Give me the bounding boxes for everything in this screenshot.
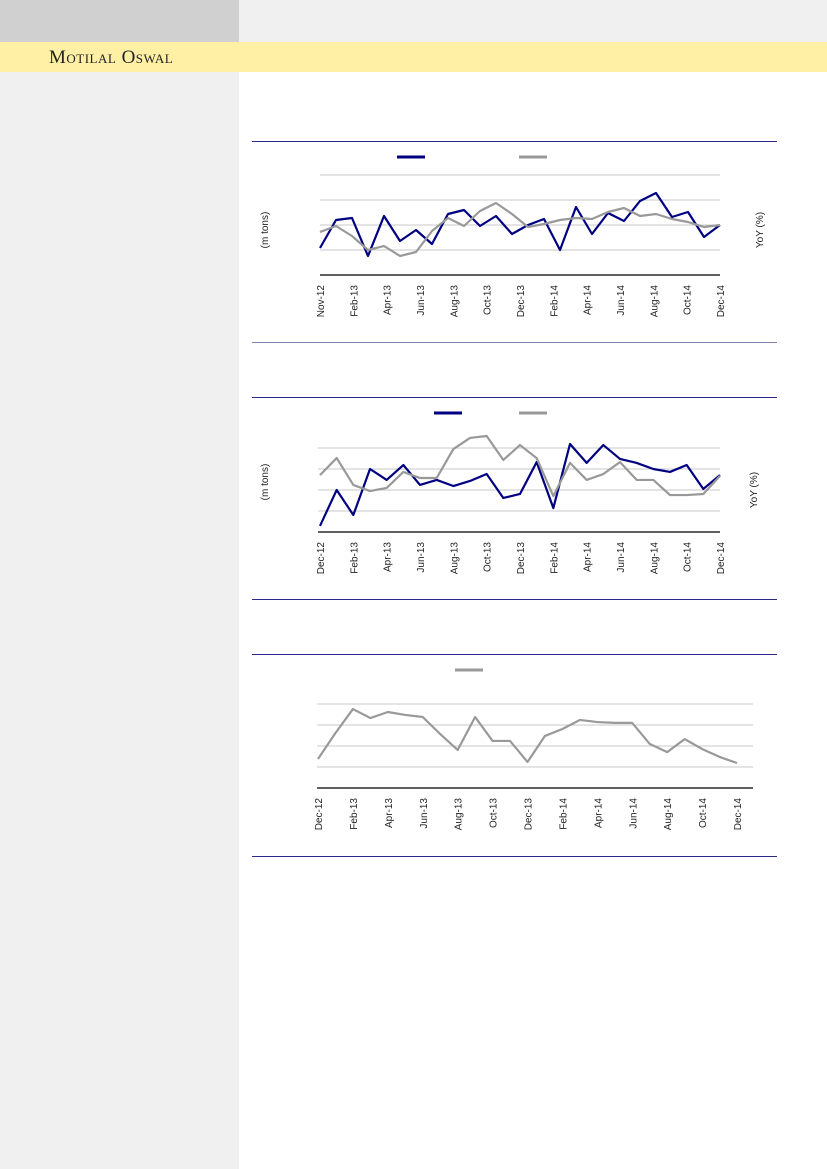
x-tick-label: Dec-14: [716, 285, 727, 318]
x-tick-label: Oct-14: [683, 542, 694, 572]
x-tick-label: Apr-14: [593, 798, 604, 828]
x-tick-label: Feb-13: [349, 285, 360, 317]
top-band-right: [239, 0, 827, 42]
x-tick-label: Feb-14: [549, 542, 560, 574]
x-tick-label: Jun-13: [416, 285, 427, 316]
x-tick-label: Aug-14: [649, 542, 660, 575]
x-tick-label: Jun-14: [616, 542, 627, 573]
x-tick-label: Oct-13: [483, 285, 494, 315]
x-tick-label: Feb-14: [549, 285, 560, 317]
left-axis-label: (m tons): [260, 212, 271, 249]
x-tick-label: Dec-13: [516, 285, 527, 318]
series-line-2: [319, 434, 721, 498]
series-line-2: [319, 201, 721, 258]
x-tick-label: Nov-12: [316, 285, 327, 318]
divider: [252, 599, 777, 600]
chart-1: Nov-12 Feb-13 Apr-13 Jun-13 Aug-13 Oct-13 Dec-…: [260, 155, 766, 318]
x-tick-label: Feb-13: [349, 798, 360, 830]
top-band-left: [0, 0, 239, 42]
x-tick-label: Dec-12: [314, 798, 325, 831]
x-tick-label: Dec-13: [524, 798, 535, 831]
brand-bar: [0, 42, 827, 72]
x-tick-label: Jun-13: [419, 798, 430, 829]
x-tick-label: Aug-14: [663, 798, 674, 831]
x-tick-label: Aug-13: [454, 798, 465, 831]
divider: [252, 397, 777, 398]
x-tick-label: Dec-13: [516, 542, 527, 575]
x-tick-label: Feb-13: [349, 542, 360, 574]
x-tick-label: Apr-14: [583, 542, 594, 572]
x-tick-label: Apr-13: [383, 542, 394, 572]
series-line-1: [319, 442, 721, 527]
x-tick-label: Jun-14: [616, 285, 627, 316]
chart-3: Dec-12 Feb-13 Apr-13 Jun-13 Aug-13 Oct-13 Dec-…: [314, 668, 753, 831]
series-line-1: [319, 191, 721, 258]
x-tick-label: Oct-13: [483, 542, 494, 572]
brand-logo: Motilal Oswal: [49, 47, 174, 68]
right-axis-label: YoY (%): [755, 212, 766, 248]
x-tick-label: Aug-13: [449, 542, 460, 575]
x-tick-label: Feb-14: [558, 798, 569, 830]
x-tick-label: Oct-13: [489, 798, 500, 828]
x-tick-label: Oct-14: [683, 285, 694, 315]
left-axis-label: (m tons): [260, 464, 271, 501]
x-tick-label: Apr-14: [583, 285, 594, 315]
x-tick-label: Apr-13: [384, 798, 395, 828]
x-tick-label: Oct-14: [698, 798, 709, 828]
x-tick-label: Apr-13: [383, 285, 394, 315]
x-tick-label: Dec-12: [316, 542, 327, 575]
right-axis-label: YoY (%): [749, 472, 760, 508]
divider: [252, 654, 777, 655]
divider: [252, 342, 777, 343]
divider: [252, 856, 777, 857]
series-line-1: [317, 707, 738, 765]
x-tick-label: Dec-14: [733, 798, 744, 831]
x-tick-label: Jun-14: [628, 798, 639, 829]
x-tick-label: Aug-13: [449, 285, 460, 318]
x-tick-label: Dec-14: [716, 542, 727, 575]
x-tick-label: Aug-14: [649, 285, 660, 318]
x-tick-label: Jun-13: [416, 542, 427, 573]
divider: [252, 141, 777, 142]
chart-2: Dec-12 Feb-13 Apr-13 Jun-13 Aug-13 Oct-13 Dec-…: [260, 411, 760, 575]
sidebar-panel: [0, 0, 239, 1169]
